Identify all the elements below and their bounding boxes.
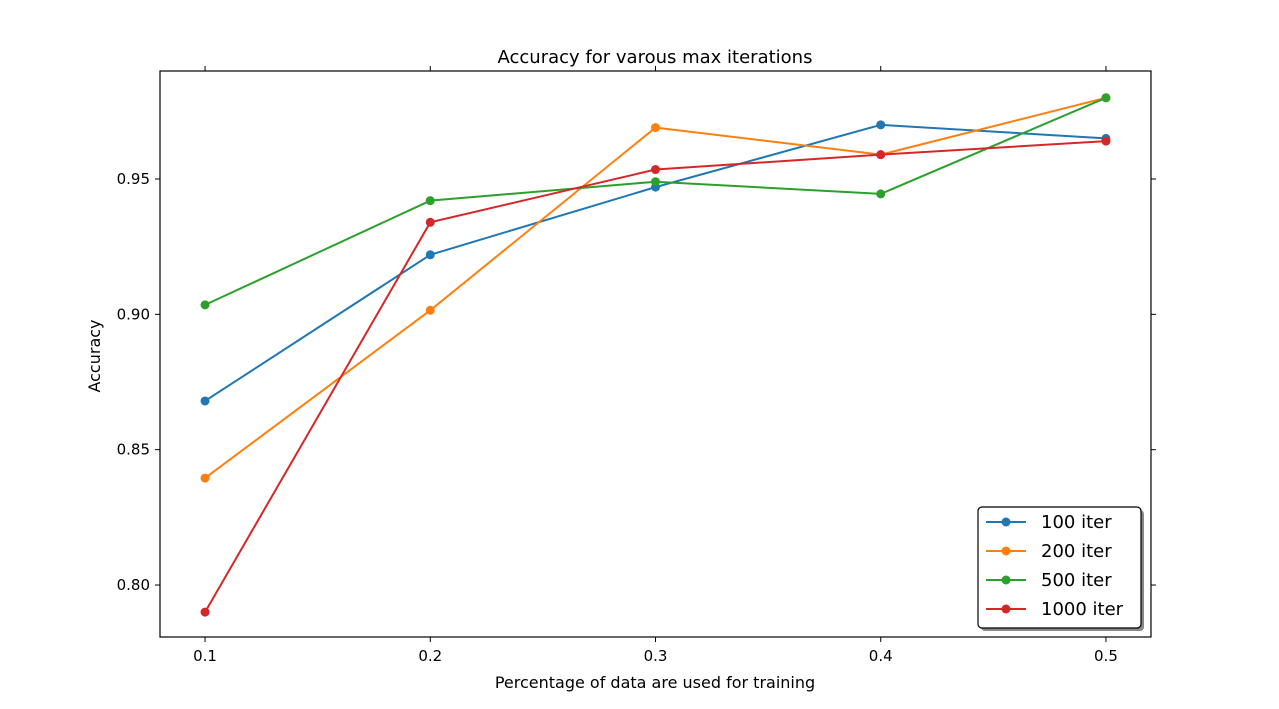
data-point-3 xyxy=(200,300,210,310)
x-tick-label: 0.1 xyxy=(193,647,217,665)
chart-title: Accuracy for varous max iterations xyxy=(498,47,813,68)
y-axis: 0.80 0.85 0.90 0.95 xyxy=(117,170,1156,594)
legend-marker xyxy=(1001,604,1011,614)
y-axis-label: Accuracy xyxy=(85,319,104,392)
data-point-2 xyxy=(200,473,210,483)
y-tick-label: 0.85 xyxy=(117,441,150,459)
y-tick-label: 0.80 xyxy=(117,576,150,594)
data-point-3 xyxy=(651,177,660,187)
y-tick-label: 0.95 xyxy=(117,170,150,188)
legend-label: 100 iter xyxy=(1041,512,1112,533)
data-point-4 xyxy=(651,165,660,175)
legend-marker xyxy=(1001,517,1011,527)
plot-area xyxy=(200,93,1111,617)
x-tick-label: 0.3 xyxy=(644,647,668,665)
data-point-1 xyxy=(876,120,886,130)
data-point-1 xyxy=(425,250,435,260)
data-point-4 xyxy=(1101,136,1111,146)
legend-box xyxy=(977,506,1142,629)
data-point-4 xyxy=(200,607,210,617)
data-point-4 xyxy=(876,150,886,160)
data-point-2 xyxy=(425,305,435,315)
x-tick-label: 0.4 xyxy=(869,647,893,665)
data-point-3 xyxy=(425,196,435,206)
data-point-1 xyxy=(200,396,210,406)
x-axis-label: Percentage of data are used for training xyxy=(495,673,815,692)
legend-marker xyxy=(1001,546,1011,556)
series-line-4 xyxy=(204,140,1107,613)
data-point-3 xyxy=(1101,93,1111,103)
data-point-3 xyxy=(876,189,886,199)
legend-label: 200 iter xyxy=(1041,541,1112,562)
x-tick-label: 0.5 xyxy=(1094,647,1118,665)
data-point-2 xyxy=(651,123,660,133)
legend-label: 500 iter xyxy=(1041,570,1112,591)
legend-label: 1000 iter xyxy=(1041,599,1124,620)
x-axis: 0.1 0.2 0.3 0.4 0.5 xyxy=(193,66,1118,665)
legend-marker xyxy=(1001,575,1011,585)
legend: 100 iter 200 iter 500 iter 1000 iter xyxy=(977,506,1144,631)
y-tick-label: 0.90 xyxy=(117,305,150,323)
x-tick-label: 0.2 xyxy=(418,647,442,665)
data-point-4 xyxy=(425,217,435,227)
